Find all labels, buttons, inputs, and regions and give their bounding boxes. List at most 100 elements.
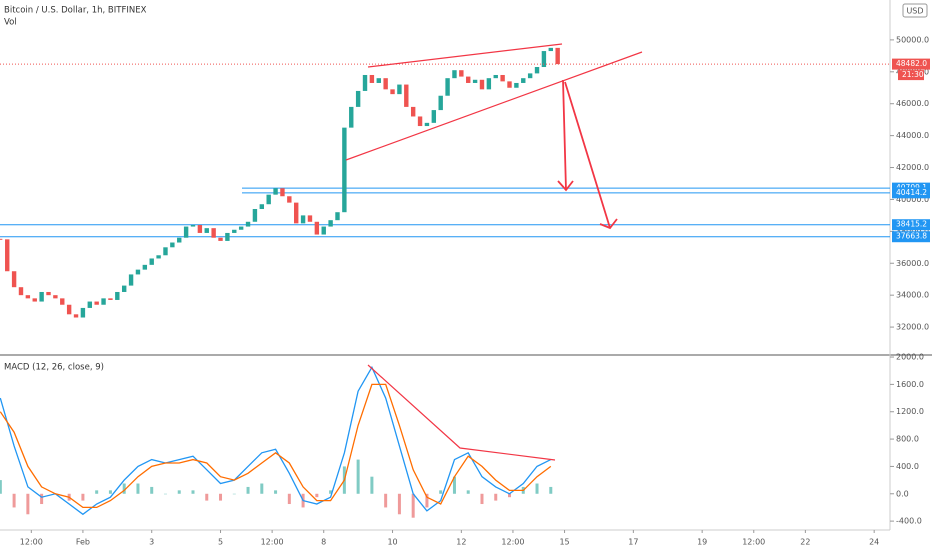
candle bbox=[335, 212, 340, 221]
x-tick-label: 12:00 bbox=[261, 538, 284, 547]
candle bbox=[73, 314, 79, 318]
candle bbox=[190, 224, 196, 227]
candle bbox=[87, 301, 92, 308]
candle bbox=[177, 237, 182, 243]
level-tag bbox=[892, 231, 930, 243]
currency-box[interactable] bbox=[902, 3, 928, 18]
candle bbox=[108, 298, 113, 300]
histogram-bar bbox=[452, 476, 456, 494]
volume-label: Vol bbox=[4, 18, 17, 28]
candle bbox=[376, 78, 381, 83]
candle bbox=[314, 221, 320, 235]
histogram-bar bbox=[356, 459, 360, 494]
y-tick-label: 400.0 bbox=[896, 462, 919, 471]
x-tick-label: 19 bbox=[697, 538, 707, 547]
candle bbox=[507, 81, 512, 88]
candle bbox=[383, 78, 388, 90]
candle bbox=[11, 271, 17, 288]
histogram-bar bbox=[177, 490, 181, 494]
candle bbox=[149, 258, 154, 265]
y-tick-label: 800.0 bbox=[896, 435, 919, 444]
arrow bbox=[557, 79, 574, 192]
histogram-bar bbox=[246, 486, 250, 494]
y-tick-label: 50000.0 bbox=[896, 35, 929, 44]
y-tick-label: 34000.0 bbox=[896, 291, 929, 300]
candle bbox=[80, 307, 86, 318]
candle bbox=[410, 106, 416, 117]
wedge-upper bbox=[367, 43, 563, 68]
wedge-lower bbox=[345, 51, 643, 161]
candle bbox=[548, 47, 553, 52]
histogram-bar bbox=[0, 480, 2, 494]
y-tick-label: 32000.0 bbox=[896, 323, 929, 332]
histogram-bar bbox=[163, 493, 167, 495]
candle bbox=[60, 298, 65, 305]
candle bbox=[424, 122, 430, 127]
candle bbox=[211, 228, 216, 238]
candle bbox=[142, 264, 148, 270]
candle bbox=[287, 196, 292, 203]
candle bbox=[18, 287, 24, 296]
histogram-bar bbox=[466, 490, 470, 494]
candle bbox=[294, 202, 299, 224]
macd-divergence bbox=[367, 364, 556, 461]
histogram-bar bbox=[122, 483, 126, 494]
candle bbox=[417, 116, 423, 127]
candle bbox=[39, 291, 44, 302]
countdown-tag bbox=[898, 70, 924, 81]
candle bbox=[300, 215, 306, 224]
candle bbox=[245, 221, 251, 227]
y-tick-label: 42000.0 bbox=[896, 163, 929, 172]
x-tick-label: 17 bbox=[628, 538, 638, 547]
histogram-bar bbox=[150, 486, 154, 494]
candle bbox=[218, 237, 223, 241]
y-tick-label: 1600.0 bbox=[896, 380, 924, 389]
candle bbox=[156, 255, 161, 259]
candle bbox=[280, 188, 285, 197]
candle bbox=[527, 73, 533, 79]
candle bbox=[232, 229, 237, 233]
chart-title: Bitcoin / U.S. Dollar, 1h, BITFINEX bbox=[4, 6, 147, 16]
level-label: 38415.2 bbox=[896, 220, 927, 229]
candle bbox=[466, 76, 471, 83]
candle bbox=[66, 304, 72, 315]
level-label: 37663.8 bbox=[896, 232, 927, 241]
y-tick-label: 44000.0 bbox=[896, 131, 929, 140]
arrow bbox=[564, 81, 618, 230]
histogram-bar bbox=[136, 483, 140, 494]
y-tick-label: 2000.0 bbox=[896, 353, 924, 362]
candle bbox=[438, 95, 443, 111]
y-tick-label: 0.0 bbox=[896, 489, 909, 498]
histogram-bar bbox=[26, 493, 30, 515]
candle bbox=[5, 239, 10, 272]
histogram-bar bbox=[95, 490, 99, 494]
candle bbox=[128, 274, 134, 286]
x-tick-label: 12:00 bbox=[501, 538, 524, 547]
x-tick-label: 15 bbox=[559, 538, 569, 547]
candle bbox=[115, 291, 120, 300]
x-tick-label: 3 bbox=[149, 538, 154, 547]
candle bbox=[342, 127, 347, 213]
x-tick-label: Feb bbox=[76, 538, 90, 547]
last-price-tag bbox=[892, 58, 930, 70]
y-tick-label: 46000.0 bbox=[896, 99, 929, 108]
histogram-bar bbox=[411, 493, 415, 518]
currency[interactable]: USD bbox=[906, 7, 923, 16]
candle bbox=[252, 209, 258, 222]
histogram-bar bbox=[191, 490, 195, 494]
candle bbox=[541, 51, 547, 68]
candle bbox=[493, 74, 498, 79]
histogram-bar bbox=[219, 493, 223, 501]
histogram-bar bbox=[274, 490, 278, 494]
histogram-bar bbox=[260, 483, 264, 494]
x-tick-label: 12:00 bbox=[20, 538, 43, 547]
histogram-bar bbox=[425, 493, 429, 508]
candle bbox=[321, 226, 326, 235]
y-tick-label: 36000.0 bbox=[896, 259, 929, 268]
histogram-bar bbox=[329, 490, 333, 494]
histogram-bar bbox=[370, 476, 374, 494]
candle bbox=[369, 74, 375, 83]
last-price-label: 48482.0 bbox=[896, 59, 927, 68]
x-tick-label: 5 bbox=[218, 538, 223, 547]
